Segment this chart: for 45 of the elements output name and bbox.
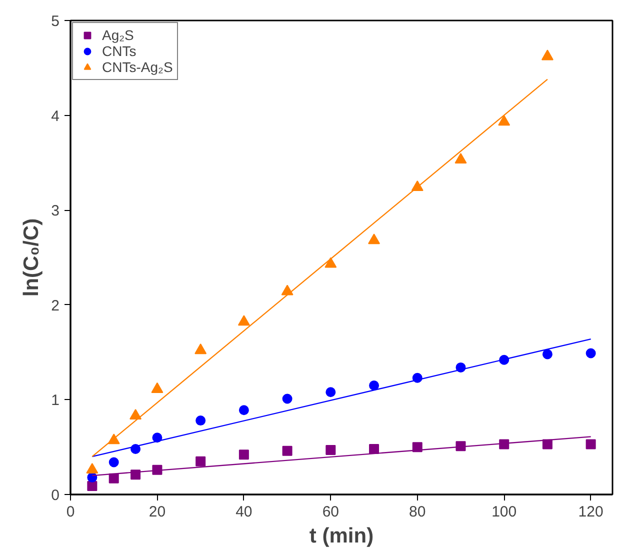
point <box>238 315 250 326</box>
point <box>130 408 142 420</box>
legend-label: CNTs <box>102 43 136 59</box>
x-tick-label: 0 <box>66 504 75 520</box>
x-tick-label: 60 <box>322 504 340 520</box>
y-axis-title: ln(C₀/C) <box>20 218 44 297</box>
x-axis-title: t (min) <box>309 524 374 548</box>
point <box>282 394 292 404</box>
point <box>238 450 249 460</box>
legend-label: Ag₂S <box>102 27 134 43</box>
x-tick-label: 20 <box>148 504 166 520</box>
point <box>542 349 552 360</box>
point <box>324 257 337 268</box>
point <box>368 234 380 244</box>
legend-label: CNTs-Ag₂S <box>102 59 173 75</box>
point <box>586 348 596 358</box>
point <box>108 457 119 468</box>
y-tick-label: 0 <box>51 487 60 504</box>
point <box>454 153 467 164</box>
point <box>108 473 119 484</box>
point <box>498 115 510 126</box>
point <box>282 446 292 456</box>
x-tick-label: 100 <box>492 504 517 520</box>
y-tick-label: 2 <box>51 297 60 314</box>
y-tick-label: 4 <box>51 108 60 125</box>
point <box>196 416 206 426</box>
point <box>194 344 207 354</box>
y-tick-label: 5 <box>51 13 60 30</box>
point <box>151 382 164 393</box>
x-tick-label: 40 <box>236 504 252 520</box>
point <box>238 405 249 416</box>
point <box>326 444 336 455</box>
y-tick-label: 3 <box>51 202 60 220</box>
point <box>369 444 380 454</box>
point <box>369 380 380 390</box>
point <box>326 387 336 398</box>
point <box>196 456 206 466</box>
y-tick-label: 1 <box>51 392 60 410</box>
point <box>86 463 98 474</box>
point <box>87 480 98 491</box>
point <box>586 439 596 450</box>
point <box>541 50 554 60</box>
x-tick-label: 80 <box>409 504 426 520</box>
point <box>281 284 294 296</box>
x-tick-label: 120 <box>578 504 604 520</box>
